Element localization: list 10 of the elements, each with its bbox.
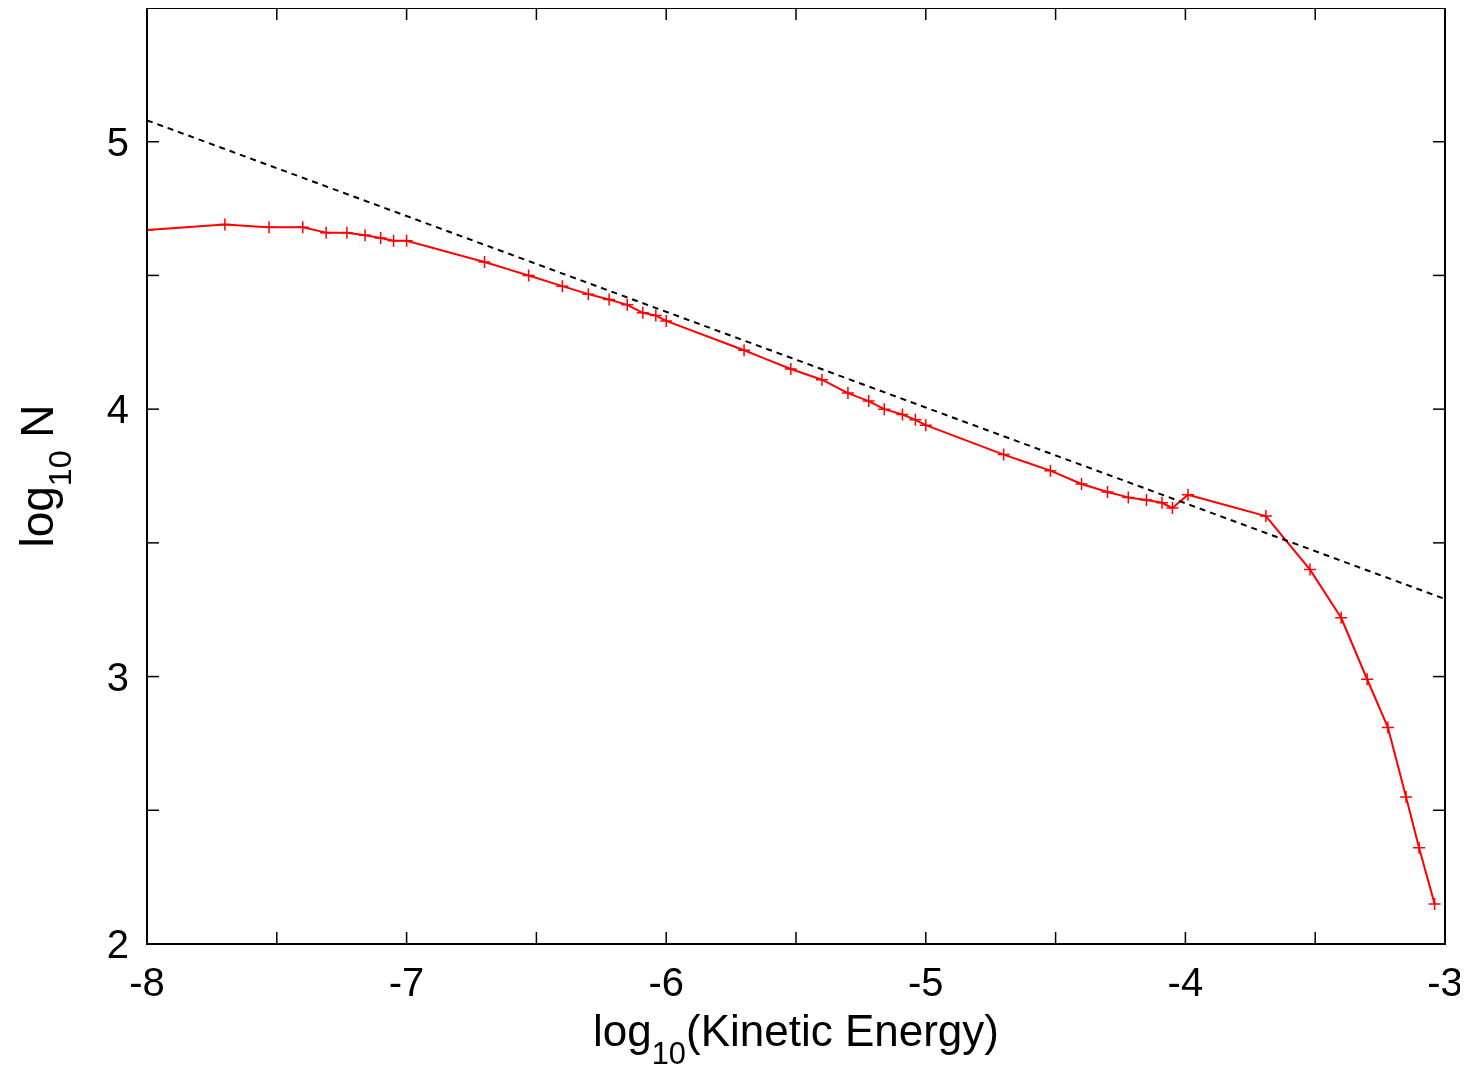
x-tick-label: -8	[129, 960, 165, 1004]
y-tick-label: 5	[106, 119, 129, 164]
x-tick-label: -6	[648, 960, 684, 1004]
x-tick-label: -4	[1167, 960, 1204, 1004]
x-axis-title: log$_{10}$(Kinetic Energy)	[593, 1006, 999, 1071]
x-tick-label: -5	[908, 960, 944, 1004]
x-tick-label: -7	[388, 960, 425, 1004]
y-tick-label: 3	[106, 654, 129, 699]
y-tick-label: 2	[106, 922, 129, 966]
y-tick-label: 4	[106, 387, 129, 432]
